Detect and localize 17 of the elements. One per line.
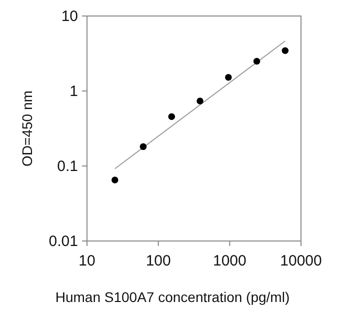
point — [112, 176, 118, 184]
y-tick-label: 10 — [61, 8, 78, 25]
y-tick-label: 0.1 — [57, 158, 78, 175]
point — [168, 113, 176, 120]
y-axis-title: OD=450 nm — [19, 90, 35, 166]
point — [140, 143, 147, 150]
point — [225, 74, 232, 81]
x-tick-label: 1000 — [212, 252, 246, 270]
point — [282, 47, 289, 54]
x-tick-label: 10000 — [280, 252, 322, 270]
y-tick-label: 1 — [70, 82, 78, 100]
point — [253, 58, 260, 65]
x-tick-label: 100 — [146, 252, 171, 270]
x-axis-title: Human S100A7 concentration (pg/ml) — [55, 289, 290, 305]
point — [196, 98, 204, 104]
x-tick-label: 10 — [78, 252, 96, 270]
y-tick-label: 0.01 — [48, 232, 78, 250]
